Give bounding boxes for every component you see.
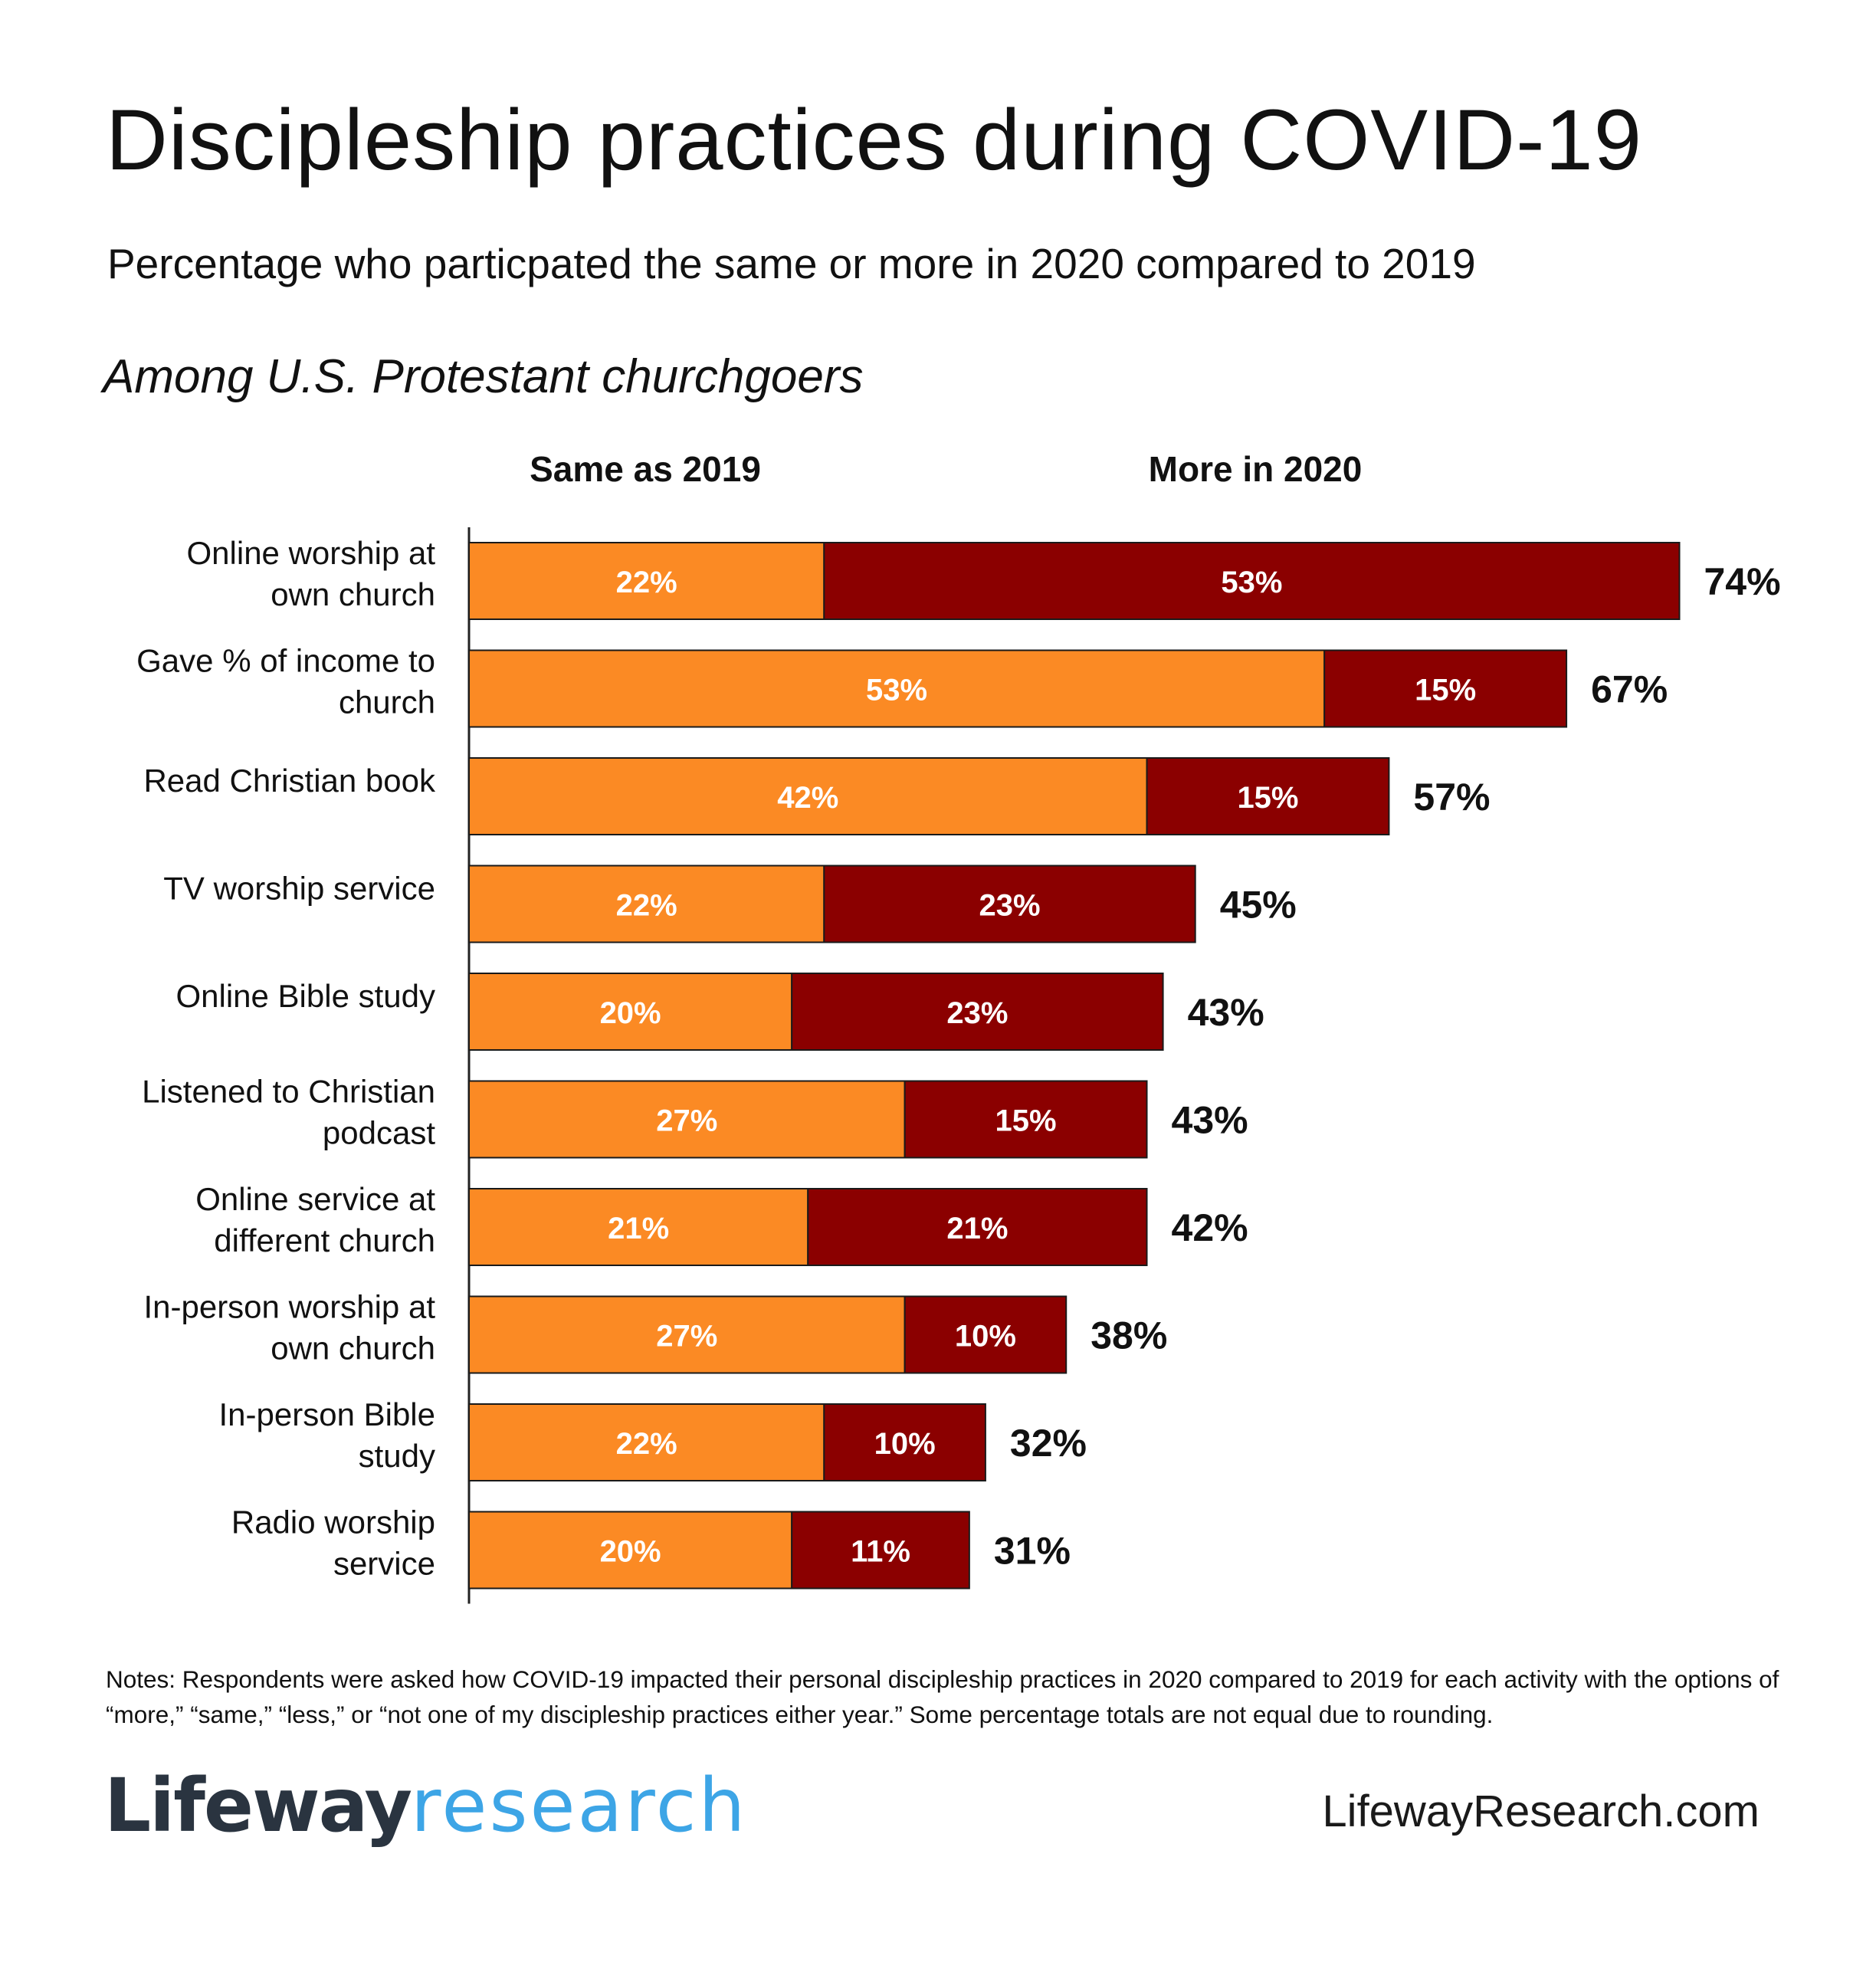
bar-more-in-2020 (1323, 649, 1568, 728)
logo-word-lifeway: Lifeway (104, 1763, 412, 1849)
category-label: podcast (323, 1115, 435, 1151)
chart-subtitle: Percentage who particpated the same or m… (107, 240, 1476, 287)
bar-more-in-2020 (823, 542, 1681, 620)
population-note: Among U.S. Protestant churchgoers (103, 350, 864, 403)
data-label-same: 27% (656, 1104, 717, 1138)
bar-same-as-2019 (468, 649, 1326, 728)
category-label: service (333, 1546, 435, 1582)
total-label: 38% (1091, 1314, 1167, 1357)
bar-more-in-2020 (904, 1080, 1148, 1159)
data-label-same: 22% (616, 566, 677, 599)
bar-same-as-2019 (468, 1080, 906, 1159)
total-label: 45% (1220, 884, 1297, 927)
category-label: In-person Bible (219, 1396, 436, 1432)
total-label: 31% (994, 1530, 1071, 1573)
lifeway-research-logo: Lifewayresearch (104, 1763, 747, 1849)
stacked-bar-chart: Same as 2019 More in 2020 Online worship a… (136, 449, 1781, 1604)
data-label-more: 10% (874, 1427, 936, 1461)
bar-same-as-2019 (468, 542, 825, 620)
data-label-more: 53% (1221, 566, 1282, 599)
legend-label-same: Same as 2019 (530, 449, 761, 489)
logo-word-research: research (411, 1763, 748, 1849)
bar-same-as-2019 (468, 1403, 825, 1481)
data-label-more: 23% (946, 996, 1008, 1030)
legend-label-more: More in 2020 (1149, 449, 1363, 489)
category-label: Online service at (195, 1181, 435, 1217)
category-label: In-person worship at (143, 1289, 435, 1325)
category-label: Online worship at (187, 535, 436, 571)
data-label-same: 53% (866, 674, 927, 707)
data-label-more: 21% (946, 1212, 1008, 1245)
total-label: 43% (1172, 1099, 1248, 1142)
category-label: Online Bible study (175, 978, 435, 1014)
bar-more-in-2020 (1146, 757, 1390, 835)
bar-more-in-2020 (791, 1511, 970, 1590)
bar-same-as-2019 (468, 973, 793, 1051)
data-label-more: 15% (1415, 674, 1476, 707)
category-label: different church (214, 1222, 435, 1258)
bar-more-in-2020 (791, 973, 1164, 1051)
category-label: own church (271, 1330, 435, 1367)
website-url: LifewayResearch.com (1322, 1786, 1760, 1836)
data-label-same: 20% (600, 1535, 661, 1569)
data-label-more: 11% (851, 1535, 910, 1569)
data-label-same: 27% (656, 1320, 717, 1353)
bar-more-in-2020 (823, 865, 1196, 943)
data-label-more: 23% (979, 889, 1040, 923)
data-label-same: 20% (600, 996, 661, 1030)
data-label-more: 15% (1237, 781, 1298, 815)
category-label: study (359, 1438, 435, 1474)
total-label: 32% (1010, 1422, 1087, 1465)
bar-same-as-2019 (468, 1511, 793, 1590)
data-label-more: 10% (955, 1320, 1016, 1353)
chart-notes: Notes: Respondents were asked how COVID-… (106, 1665, 1779, 1728)
bar-same-as-2019 (468, 1295, 906, 1374)
total-label: 42% (1172, 1206, 1248, 1249)
total-label: 74% (1704, 560, 1781, 603)
data-label-more: 15% (995, 1104, 1057, 1138)
data-label-same: 42% (777, 781, 838, 815)
category-label: church (339, 684, 435, 720)
chart-title: Discipleship practices during COVID-19 (106, 92, 1642, 188)
data-label-same: 22% (616, 889, 677, 923)
total-label: 67% (1591, 668, 1668, 711)
data-label-same: 22% (616, 1427, 677, 1461)
category-label: own church (271, 576, 435, 612)
bar-more-in-2020 (904, 1295, 1068, 1374)
bar-more-in-2020 (823, 1403, 986, 1481)
category-label: TV worship service (163, 871, 435, 907)
category-label: Radio worship (231, 1504, 435, 1540)
data-label-same: 21% (608, 1212, 669, 1245)
category-label: Listened to Christian (142, 1074, 435, 1110)
bar-more-in-2020 (807, 1188, 1148, 1266)
category-label: Gave % of income to (136, 643, 435, 679)
bar-same-as-2019 (468, 1188, 809, 1266)
total-label: 43% (1188, 991, 1264, 1034)
category-label: Read Christian book (143, 763, 436, 799)
total-label: 57% (1413, 776, 1490, 819)
